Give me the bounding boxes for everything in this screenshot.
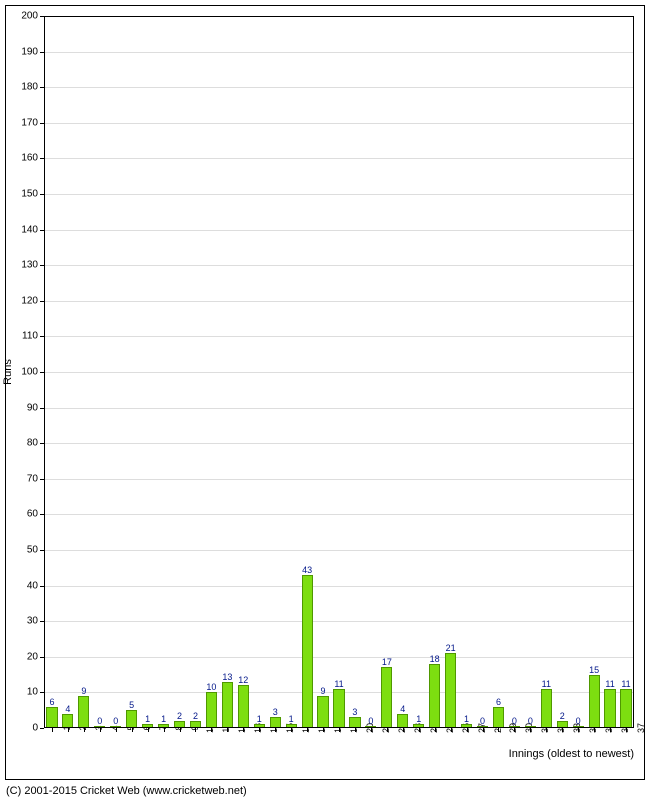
bar-slot: 42 [60,16,76,728]
bar-slot: 127 [459,16,475,728]
bar-slot: 028 [475,16,491,728]
bar-slot: 29 [172,16,188,728]
x-axis-label: Innings (oldest to newest) [509,748,634,760]
bar-value-label: 21 [446,643,456,654]
bar-slot: 030 [506,16,522,728]
bar-slot: 629 [490,16,506,728]
bar-value-label: 9 [81,686,86,697]
bar-value-label: 11 [334,679,343,690]
y-tick-label: 170 [21,117,44,128]
y-tick-label: 160 [21,153,44,164]
y-tick-label: 100 [21,367,44,378]
bar: 18 [429,664,440,728]
bar-slot: 1132 [538,16,554,728]
bar-value-label: 4 [65,704,70,715]
bar: 43 [302,575,313,728]
y-tick-label: 20 [27,651,44,662]
bar-slot: 114 [251,16,267,728]
y-tick-label: 50 [27,545,44,556]
bar-value-label: 6 [496,697,501,708]
bar: 21 [445,653,456,728]
bar-value-label: 15 [589,665,599,676]
bar-slot: 423 [395,16,411,728]
chart-frame: 0102030405060708090100110120130140150160… [0,0,650,800]
copyright-text: (C) 2001-2015 Cricket Web (www.cricketwe… [6,785,247,797]
bar-value-label: 10 [206,682,216,693]
bar-slot: 918 [315,16,331,728]
bar-slot: 031 [522,16,538,728]
y-tick-label: 10 [27,687,44,698]
y-tick-label: 90 [27,402,44,413]
y-tick-label: 70 [27,473,44,484]
bar-value-label: 5 [129,700,134,711]
bar-slot: 17 [140,16,156,728]
bar: 12 [238,685,249,728]
bar-slot: 1137 [618,16,634,728]
bar-slot: 61 [44,16,60,728]
y-tick-label: 140 [21,224,44,235]
bar-slot: 124 [411,16,427,728]
bar-slot: 1535 [586,16,602,728]
y-tick-label: 180 [21,82,44,93]
x-tick-label: 37 [626,723,646,733]
y-tick-label: 40 [27,580,44,591]
bar-value-label: 17 [382,657,392,668]
y-tick-label: 190 [21,46,44,57]
y-tick-label: 130 [21,260,44,271]
bar-value-label: 2 [193,711,198,722]
bar-value-label: 1 [145,714,150,725]
bar-value-label: 43 [302,565,312,576]
y-tick-label: 150 [21,189,44,200]
bar-slot: 116 [283,16,299,728]
bar-value-label: 12 [238,675,248,686]
bar-value-label: 11 [605,679,614,690]
bar: 15 [589,675,600,728]
bar-slot: 2126 [443,16,459,728]
bar-slot: 1119 [331,16,347,728]
bar-value-label: 1 [161,714,166,725]
bar-slot: 4317 [299,16,315,728]
bar-slot: 210 [188,16,204,728]
plot-area: 0102030405060708090100110120130140150160… [44,16,634,728]
bar-slot: 1312 [219,16,235,728]
y-tick-label: 30 [27,616,44,627]
bar: 9 [78,696,89,728]
bar-slot: 320 [347,16,363,728]
y-tick-label: 80 [27,438,44,449]
bar: 17 [381,667,392,728]
bar-slot: 05 [108,16,124,728]
bar-value-label: 3 [352,707,357,718]
bar-slot: 1825 [427,16,443,728]
bar-value-label: 13 [222,672,232,683]
bar-value-label: 18 [430,654,440,665]
bar-slot: 233 [554,16,570,728]
y-tick-label: 120 [21,295,44,306]
bar-value-label: 4 [400,704,405,715]
bar-value-label: 2 [177,711,182,722]
bar-value-label: 11 [621,679,630,690]
bar-value-label: 11 [542,679,551,690]
y-tick-label: 110 [22,331,44,342]
bar-slot: 1213 [235,16,251,728]
y-tick-label: 0 [32,723,44,734]
bar-slot: 021 [363,16,379,728]
bar-slot: 315 [267,16,283,728]
bar-slot: 56 [124,16,140,728]
bar-slot: 04 [92,16,108,728]
bar-slot: 93 [76,16,92,728]
y-tick-label: 60 [27,509,44,520]
bar-slot: 1136 [602,16,618,728]
bar: 13 [222,682,233,728]
y-axis-label: Runs [2,359,14,385]
y-tick-label: 200 [21,11,44,22]
bar-value-label: 2 [560,711,565,722]
bar-slot: 1011 [203,16,219,728]
bar-slot: 034 [570,16,586,728]
bar-slot: 18 [156,16,172,728]
bar-value-label: 6 [49,697,54,708]
bar-value-label: 9 [321,686,326,697]
bar-slot: 1722 [379,16,395,728]
bar-value-label: 3 [273,707,278,718]
bar-series: 6142930405561718292101011131212131143151… [44,16,634,728]
